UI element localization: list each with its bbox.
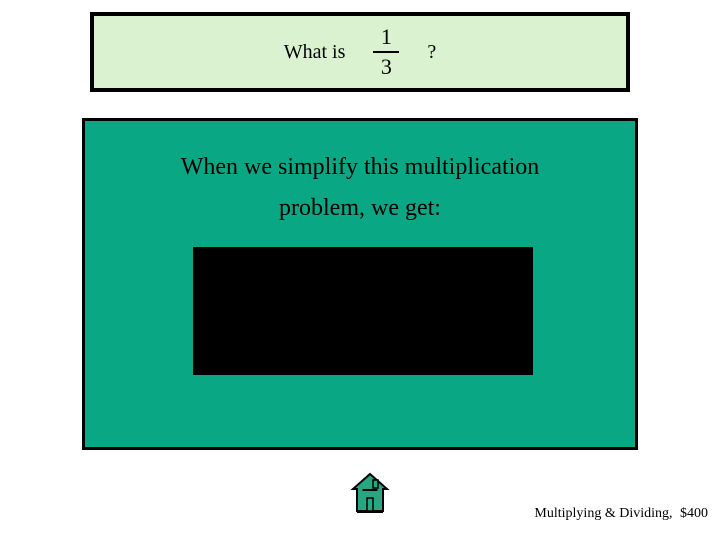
question-suffix: ? — [427, 41, 436, 64]
fraction-numerator: 1 — [377, 25, 396, 49]
fraction-denominator: 3 — [377, 55, 396, 79]
question-prefix: What is — [284, 41, 346, 64]
home-button[interactable] — [350, 472, 390, 514]
footer: Multiplying & Dividing, $400 — [534, 506, 708, 522]
answer-line-2: problem, we get: — [85, 188, 635, 229]
home-icon — [350, 472, 390, 514]
price-label: $400 — [680, 506, 708, 521]
fraction: 1 3 — [373, 25, 399, 79]
fraction-bar — [373, 51, 399, 53]
hidden-answer-box — [193, 247, 533, 375]
answer-line-1: When we simplify this multiplication — [85, 147, 635, 188]
answer-panel: When we simplify this multiplication pro… — [82, 118, 638, 450]
question-row: What is 1 3 ? — [284, 25, 437, 79]
answer-text: When we simplify this multiplication pro… — [85, 147, 635, 229]
category-label: Multiplying & Dividing, — [534, 506, 672, 521]
question-box: What is 1 3 ? — [90, 12, 630, 92]
